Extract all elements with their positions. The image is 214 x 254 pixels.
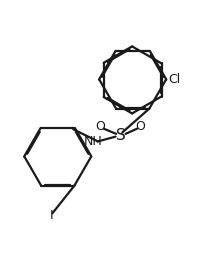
Text: Cl: Cl: [168, 73, 181, 86]
Text: NH: NH: [84, 135, 103, 149]
Text: O: O: [135, 120, 145, 134]
Text: S: S: [116, 128, 126, 143]
Text: O: O: [96, 120, 106, 134]
Text: I: I: [50, 209, 53, 222]
